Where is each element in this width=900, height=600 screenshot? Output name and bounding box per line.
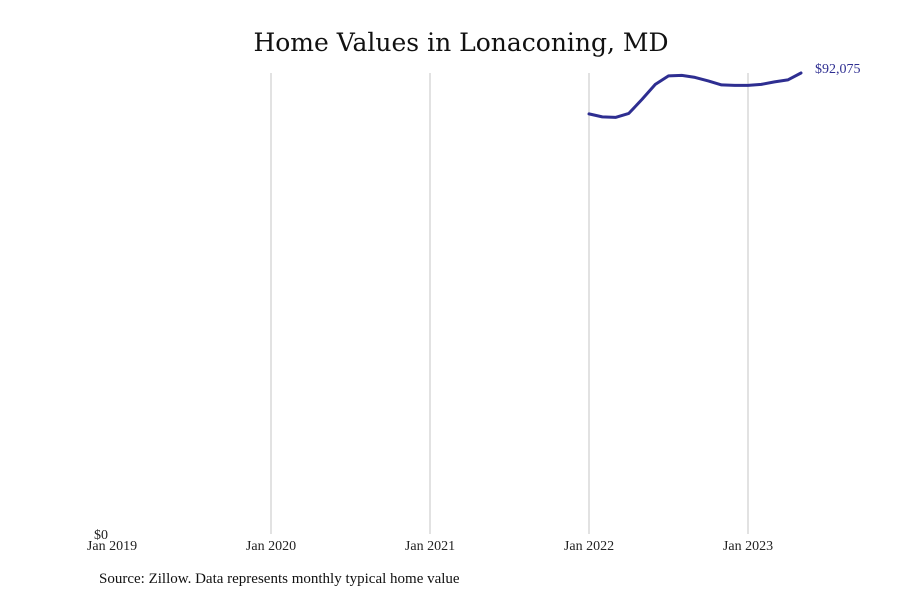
x-tick-label: Jan 2019 xyxy=(87,539,137,554)
series-line xyxy=(587,71,803,119)
source-note: Source: Zillow. Data represents monthly … xyxy=(99,571,460,587)
chart-title: Home Values in Lonaconing, MD xyxy=(253,28,668,57)
x-tick-label: Jan 2021 xyxy=(405,539,455,554)
grid-lines xyxy=(270,73,749,534)
end-value-label: $92,075 xyxy=(815,62,861,77)
x-axis-ticks: Jan 2019 Jan 2020 Jan 2021 Jan 2022 Jan 2023 xyxy=(87,539,773,554)
x-tick-label: Jan 2020 xyxy=(246,539,296,554)
x-tick-label: Jan 2023 xyxy=(723,539,773,554)
x-tick-label: Jan 2022 xyxy=(564,539,614,554)
y-tick-label: $0 xyxy=(94,528,108,543)
